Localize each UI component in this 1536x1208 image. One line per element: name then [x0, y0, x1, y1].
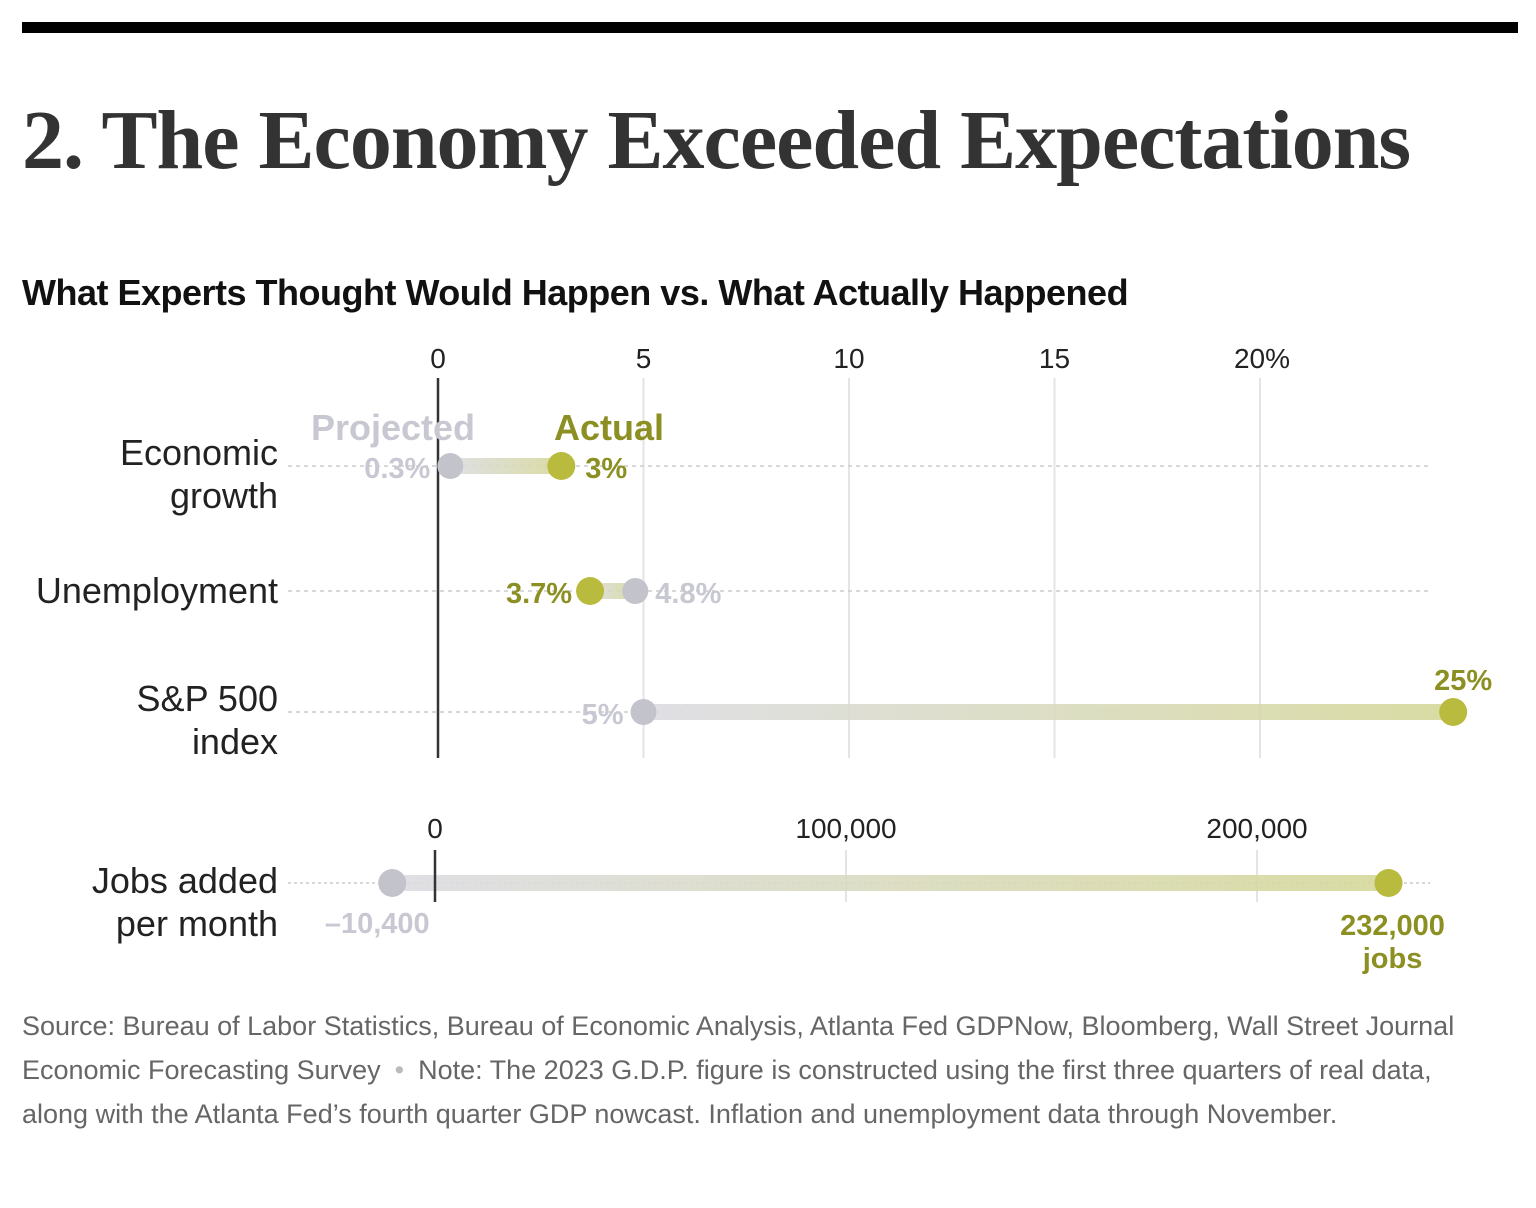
- source-text: Source: Bureau of Labor Statistics, Bure…: [22, 1011, 1455, 1085]
- projected-dot: [622, 578, 649, 604]
- row-connector: [392, 875, 1389, 891]
- actual-value-label: 3%: [585, 453, 627, 485]
- projected-value-label: –10,400: [325, 908, 430, 940]
- row-label: Jobs added: [92, 860, 278, 901]
- row-label: S&P 500: [137, 678, 278, 719]
- actual-value-label: 25%: [1434, 665, 1492, 697]
- row-label: growth: [170, 475, 278, 516]
- separator: •: [394, 1055, 405, 1085]
- projected-value-label: 4.8%: [655, 578, 721, 610]
- actual-value-label: 232,000: [1340, 910, 1445, 942]
- projected-dot: [630, 699, 657, 725]
- actual-dot: [547, 452, 576, 480]
- actual-dot: [576, 577, 605, 605]
- x-tick-label: 5: [636, 343, 652, 374]
- row-label: per month: [116, 903, 278, 944]
- x-tick-label: 100,000: [795, 813, 896, 844]
- projected-dot: [378, 869, 407, 897]
- row-label: Economic: [120, 432, 278, 473]
- x-tick-label: 0: [427, 813, 443, 844]
- row-label: index: [192, 721, 278, 762]
- chart-title: What Experts Thought Would Happen vs. Wh…: [22, 272, 1129, 313]
- row-connector: [450, 458, 562, 474]
- legend-actual: Actual: [554, 407, 664, 448]
- page-title: 2. The Economy Exceeded Expectations: [22, 94, 1411, 187]
- actual-value-label: jobs: [1362, 943, 1423, 975]
- projected-value-label: 5%: [582, 699, 624, 731]
- actual-dot: [1439, 698, 1468, 726]
- x-tick-label: 15: [1039, 343, 1070, 374]
- x-tick-label: 20%: [1234, 343, 1290, 374]
- x-tick-label: 0: [430, 343, 446, 374]
- x-tick-label: 200,000: [1206, 813, 1307, 844]
- source-note: Source: Bureau of Labor Statistics, Bure…: [22, 1004, 1492, 1136]
- legend-projected: Projected: [311, 407, 475, 448]
- top-rule: [22, 22, 1518, 33]
- projected-value-label: 0.3%: [364, 453, 430, 485]
- note-text: Note: The 2023 G.D.P. figure is construc…: [22, 1055, 1432, 1129]
- projected-dot: [437, 453, 464, 479]
- actual-value-label: 3.7%: [506, 578, 572, 610]
- x-tick-label: 10: [833, 343, 864, 374]
- row-connector: [643, 704, 1454, 720]
- row-label: Unemployment: [36, 570, 278, 611]
- actual-dot: [1374, 869, 1403, 897]
